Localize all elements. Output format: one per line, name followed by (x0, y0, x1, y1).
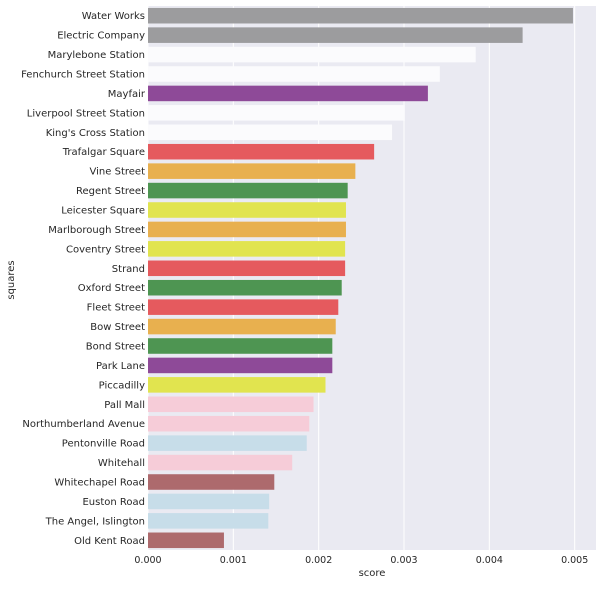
category-label: Regent Street (76, 186, 145, 197)
x-tick-label: 0.002 (305, 555, 332, 566)
category-label: Strand (112, 264, 145, 275)
category-label: Trafalgar Square (62, 147, 145, 158)
bar (148, 182, 348, 199)
x-axis-label: score (359, 568, 386, 579)
category-label: Marylebone Station (48, 50, 145, 61)
bar (148, 435, 307, 451)
bar (148, 27, 523, 43)
bar (148, 513, 269, 529)
x-tick-label: 0.001 (220, 555, 247, 566)
category-labels: Water Works Electric Company Marylebone St… (21, 11, 146, 547)
category-label: Pentonville Road (62, 439, 145, 450)
x-tick-labels: 0.000 0.001 0.002 0.003 0.004 0.005 (134, 555, 588, 566)
bar (148, 279, 342, 296)
bar (148, 46, 476, 63)
x-tick-label: 0.005 (561, 555, 588, 566)
bar (148, 260, 346, 277)
category-label: Whitechapel Road (54, 478, 145, 489)
x-tick-label: 0.003 (390, 555, 417, 566)
category-label: Piccadilly (99, 380, 145, 391)
bar (148, 377, 326, 393)
bar (148, 396, 314, 413)
bar (148, 105, 405, 121)
category-label: Electric Company (57, 31, 145, 42)
x-tick-label: 0.004 (476, 555, 503, 566)
bar (148, 454, 293, 471)
x-tick-label: 0.000 (134, 555, 161, 566)
bar (148, 241, 346, 257)
category-label: Mayfair (108, 89, 146, 100)
bar (148, 202, 346, 218)
bars (148, 7, 573, 549)
category-label: Bow Street (90, 322, 145, 333)
bar (148, 124, 393, 141)
bar (148, 474, 275, 490)
bar (148, 7, 573, 24)
bar (148, 85, 428, 102)
category-label: Coventry Street (66, 244, 145, 255)
category-label: Northumberland Avenue (22, 419, 145, 430)
category-label: Fleet Street (87, 303, 145, 314)
bar (148, 493, 270, 510)
y-axis-label: squares (6, 260, 17, 299)
category-label: Park Lane (96, 361, 145, 372)
category-label: Euston Road (82, 497, 145, 508)
category-label: Marlborough Street (48, 225, 145, 236)
bar (148, 221, 346, 238)
bar (148, 357, 333, 374)
category-label: Leicester Square (61, 206, 145, 217)
bar (148, 299, 339, 315)
bar (148, 415, 310, 432)
bar (148, 318, 336, 335)
category-label: Old Kent Road (74, 536, 145, 547)
category-label: Oxford Street (78, 283, 145, 294)
bar (148, 66, 440, 82)
bar (148, 143, 375, 160)
bar (148, 532, 224, 549)
category-label: Whitehall (98, 458, 145, 469)
category-label: Water Works (82, 11, 145, 22)
bar (148, 163, 356, 179)
bar (148, 338, 333, 354)
category-label: Vine Street (90, 167, 146, 178)
category-label: Bond Street (86, 342, 145, 353)
category-label: The Angel, Islington (45, 516, 145, 527)
category-label: Liverpool Street Station (27, 108, 145, 119)
category-label: Pall Mall (104, 400, 145, 411)
category-label: King's Cross Station (46, 128, 145, 139)
category-label: Fenchurch Street Station (21, 70, 145, 81)
